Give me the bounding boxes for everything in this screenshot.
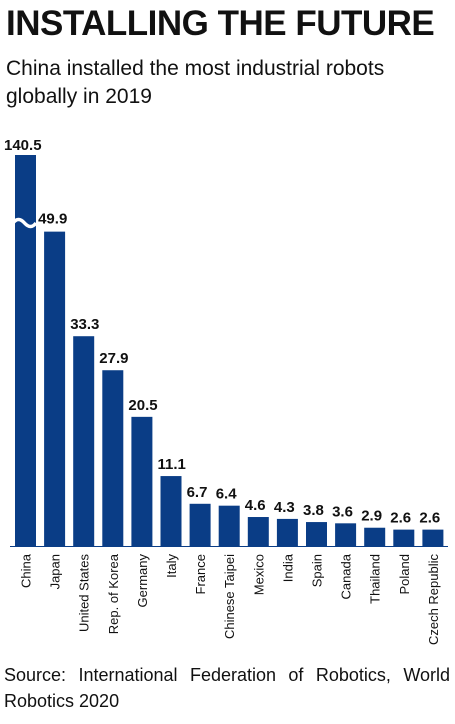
- category-label: Germany: [135, 554, 150, 608]
- bar-value-label: 6.7: [187, 484, 208, 501]
- bar: [131, 416, 153, 546]
- bar: [218, 505, 240, 546]
- category-label: United States: [77, 554, 92, 633]
- bar: [102, 370, 124, 546]
- category-label: Spain: [310, 554, 325, 587]
- category-label: India: [280, 553, 295, 582]
- bar-value-label: 11.1: [158, 456, 186, 473]
- headline: INSTALLING THE FUTURE: [6, 4, 435, 43]
- category-label: Rep. of Korea: [106, 553, 121, 634]
- category-label: Italy: [164, 554, 179, 578]
- bar-value-label: 2.6: [419, 510, 440, 527]
- category-label: Thailand: [368, 554, 383, 604]
- bar: [247, 517, 269, 546]
- category-label: Chinese Taipei: [222, 554, 237, 639]
- bar-value-label: 2.6: [390, 510, 411, 527]
- bar-value-label: 3.8: [303, 502, 324, 519]
- subtitle: China installed the most industrial robo…: [6, 57, 385, 108]
- category-label: Canada: [339, 553, 354, 599]
- bar: [393, 529, 415, 546]
- bar: [160, 476, 182, 546]
- bar: [306, 522, 327, 546]
- category-label: Japan: [48, 554, 63, 589]
- bar: [15, 155, 36, 546]
- source-note: Source: International Federation of Robo…: [4, 665, 450, 711]
- bar-value-label: 2.9: [361, 508, 382, 525]
- category-label: China: [19, 553, 34, 588]
- bar-value-label: 3.6: [332, 503, 353, 520]
- axis-break-mark: [11, 217, 38, 229]
- bar-value-label: 49.9: [38, 211, 67, 228]
- bar: [189, 503, 211, 546]
- bar-value-label: 33.3: [70, 316, 99, 333]
- bar: [276, 518, 298, 546]
- bar-value-label: 4.6: [245, 497, 266, 514]
- bar-value-label: 20.5: [128, 397, 157, 414]
- bar-value-label: 6.4: [216, 486, 238, 503]
- category-label: France: [193, 554, 208, 594]
- bar: [422, 529, 444, 546]
- category-label: Czech Republic: [426, 554, 441, 646]
- category-label: Mexico: [251, 554, 266, 595]
- bar: [44, 231, 66, 546]
- category-label: Poland: [397, 554, 412, 594]
- bar: [73, 336, 95, 546]
- bar: [364, 527, 386, 546]
- bar-value-label: 27.9: [99, 350, 128, 367]
- bar-chart: 140.5 China 49.9 Japan 33.3 United States 27.9…: [4, 137, 448, 646]
- bar-value-label: 140.5: [4, 137, 42, 154]
- bar: [335, 523, 357, 546]
- bar-value-label: 4.3: [274, 499, 295, 516]
